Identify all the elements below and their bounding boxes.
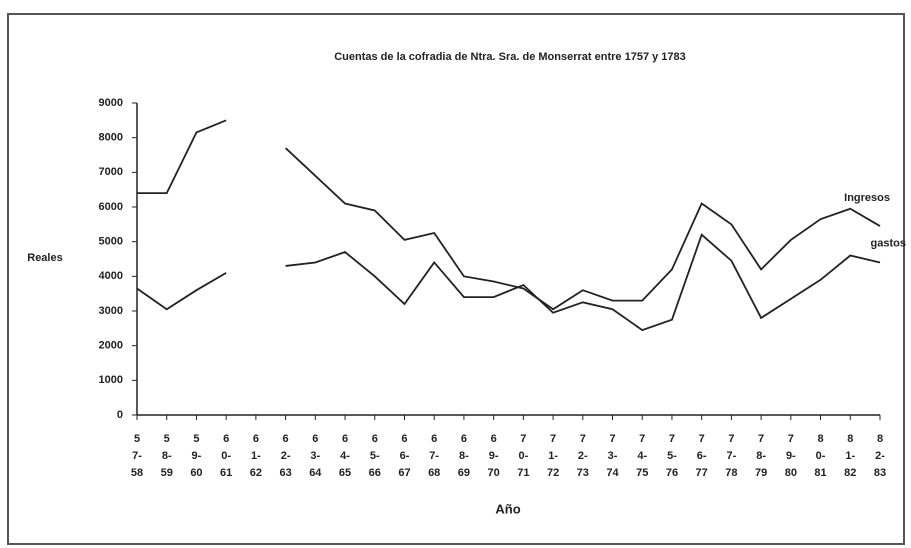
x-tick-label: 6 1-62	[250, 433, 262, 479]
x-tick-label: 7 8-79	[755, 433, 767, 479]
y-tick-label: 3000	[99, 305, 123, 317]
y-axis-label: Reales	[27, 252, 62, 264]
x-tick-label: 6 5-66	[369, 433, 381, 479]
x-tick-label: 7 0-71	[517, 433, 529, 479]
y-tick-label: 6000	[99, 201, 123, 213]
x-tick-label: 7 1-72	[547, 433, 559, 479]
y-tick-label: 5000	[99, 236, 123, 248]
x-tick-label: 6 0-61	[220, 433, 232, 479]
x-tick-label: 6 6-67	[398, 433, 410, 479]
x-tick-label: 7 7-78	[725, 433, 737, 479]
x-tick-label: 6 9-70	[488, 433, 500, 479]
series-label: Ingresos	[844, 192, 890, 204]
y-tick-label: 0	[117, 409, 123, 421]
x-tick-label: 7 5-76	[666, 433, 678, 479]
x-tick-label: 6 3-64	[309, 433, 322, 479]
y-tick-label: 4000	[99, 270, 123, 282]
x-tick-label: 7 4-75	[636, 433, 648, 479]
x-tick-label: 6 2-63	[279, 433, 291, 479]
y-tick-label: 2000	[99, 340, 123, 352]
y-tick-label: 1000	[99, 374, 123, 386]
x-tick-label: 6 7-68	[428, 433, 440, 479]
x-tick-label: 5 7-58	[131, 433, 143, 479]
series-line	[137, 119, 881, 311]
series-line	[136, 233, 881, 332]
x-tick-label: 5 8-59	[161, 433, 173, 479]
x-tick-label: 6 8-69	[458, 433, 470, 479]
x-tick-label: 7 9-80	[785, 433, 797, 479]
x-axis-label: Año	[495, 501, 520, 516]
y-tick-label: 8000	[99, 132, 123, 144]
x-tick-label: 7 3-74	[606, 433, 619, 479]
y-tick-label: 7000	[99, 166, 123, 178]
x-tick-label: 8 0-81	[814, 433, 826, 479]
x-tick-label: 5 9-60	[190, 433, 202, 479]
x-tick-label: 8 2-83	[874, 433, 886, 479]
series-label: gastos	[871, 237, 906, 249]
y-tick-label: 9000	[99, 97, 123, 109]
x-tick-label: 7 2-73	[577, 433, 589, 479]
chart-title: Cuentas de la cofradia de Ntra. Sra. de …	[334, 51, 686, 63]
x-tick-label: 7 6-77	[696, 433, 708, 479]
x-tick-label: 6 4-65	[339, 433, 351, 479]
x-tick-label: 8 1-82	[844, 433, 856, 479]
frame	[7, 13, 905, 545]
